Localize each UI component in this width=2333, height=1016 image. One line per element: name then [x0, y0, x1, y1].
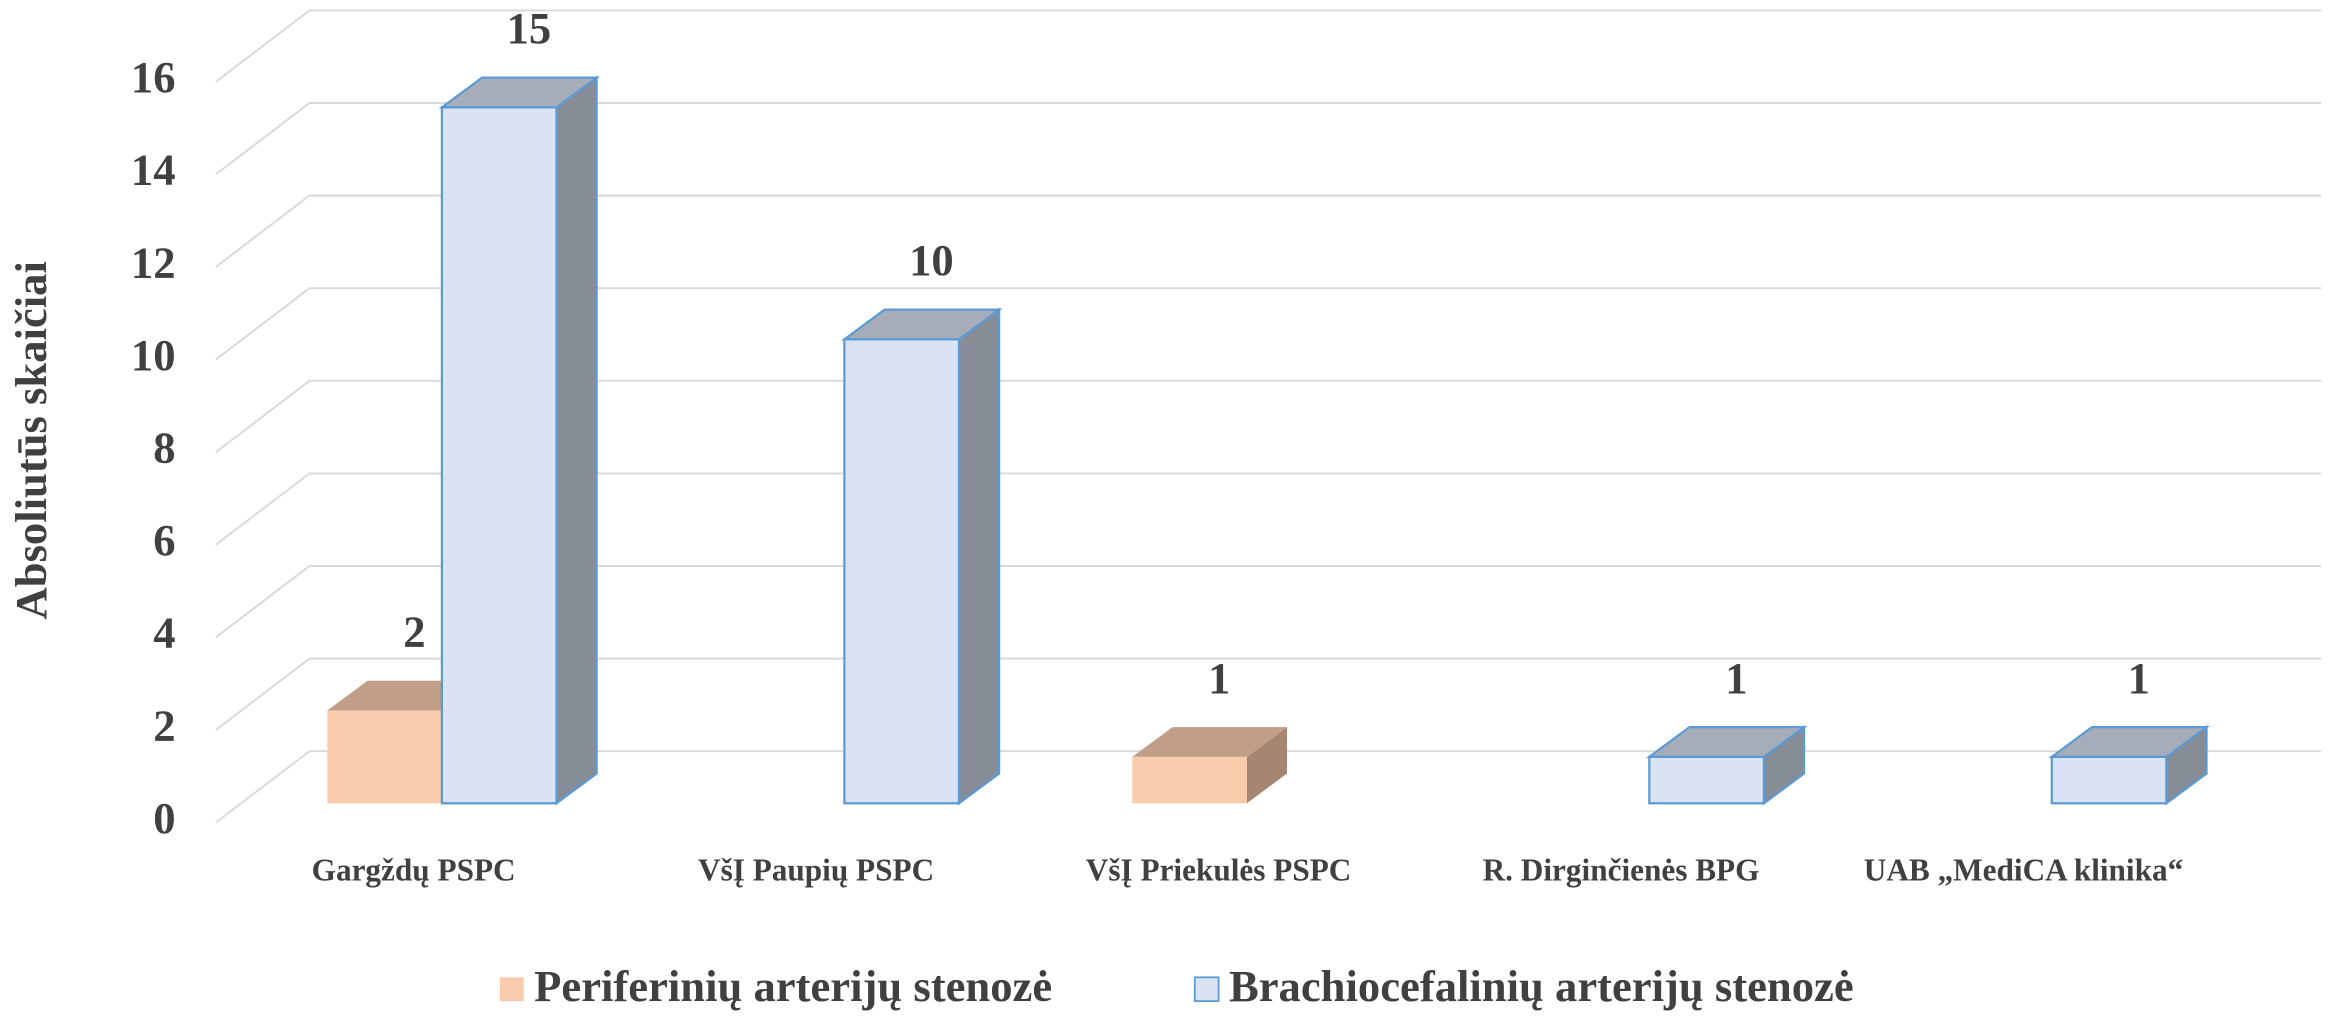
x-tick-label: VšĮ Paupių PSPC: [698, 852, 935, 889]
bar: [1132, 727, 1288, 804]
value-label: 10: [909, 235, 954, 285]
x-tick-label: Gargždų PSPC: [311, 852, 516, 889]
y-tick-label: 14: [131, 145, 176, 195]
value-label: 1: [1725, 653, 1747, 703]
grid-line: [215, 194, 2322, 268]
bar-side: [1246, 727, 1288, 804]
y-tick-label: 0: [153, 793, 175, 843]
grid-line: [215, 750, 2322, 824]
bar: [438, 75, 601, 806]
grid-line: [215, 9, 2322, 83]
legend-swatch: [1193, 976, 1220, 1003]
bar-side: [957, 307, 1001, 806]
y-tick-label: 8: [153, 422, 175, 472]
legend-label: Periferinių arterijų stenozė: [534, 961, 1052, 1011]
x-tick-label-box: UAB „MediCA klinika“: [1863, 852, 2184, 889]
y-tick-label: 12: [131, 237, 176, 287]
x-tick-label: VšĮ Priekulės PSPC: [1085, 852, 1352, 889]
bar-top: [1132, 727, 1288, 757]
bar-front: [327, 710, 442, 804]
value-label: 1: [1208, 653, 1230, 703]
value-label: 15: [507, 3, 552, 53]
bar-side: [555, 75, 598, 806]
bar-front: [1648, 755, 1766, 805]
grid-line: [215, 472, 2322, 546]
bar-front: [1132, 756, 1247, 804]
bar-front: [2050, 755, 2168, 805]
grid-line: [215, 565, 2322, 639]
bar-front: [843, 338, 961, 805]
x-tick-label-box: VšĮ Paupių PSPC: [698, 852, 935, 889]
grid-line: [215, 657, 2322, 731]
y-tick-label: 16: [131, 52, 176, 102]
x-tick-label: R. Dirginčienės BPG: [1482, 852, 1760, 889]
y-axis-title: Absoliutūs skaičiai: [6, 261, 56, 619]
bar: [840, 307, 1003, 806]
legend-swatch: [499, 977, 524, 1002]
grid-line: [215, 287, 2322, 361]
x-tick-label-box: R. Dirginčienės BPG: [1482, 852, 1760, 889]
y-tick-label: 2: [153, 700, 175, 750]
bar: [2048, 724, 2210, 806]
value-label: 1: [2128, 653, 2150, 703]
grid-line: [215, 102, 2322, 176]
y-tick-label: 10: [131, 330, 176, 380]
y-tick-label: 4: [153, 608, 175, 658]
value-label: 2: [403, 606, 425, 656]
bar-front: [440, 106, 558, 805]
x-tick-label: UAB „MediCA klinika“: [1863, 852, 2184, 889]
legend-label: Brachiocefalinių arterijų stenozė: [1229, 961, 1854, 1011]
bar: [1645, 724, 1808, 806]
x-tick-label-box: Gargždų PSPC: [311, 852, 516, 889]
grid-line: [215, 379, 2322, 453]
x-tick-label-box: VšĮ Priekulės PSPC: [1085, 852, 1352, 889]
y-tick-label: 6: [153, 515, 175, 565]
